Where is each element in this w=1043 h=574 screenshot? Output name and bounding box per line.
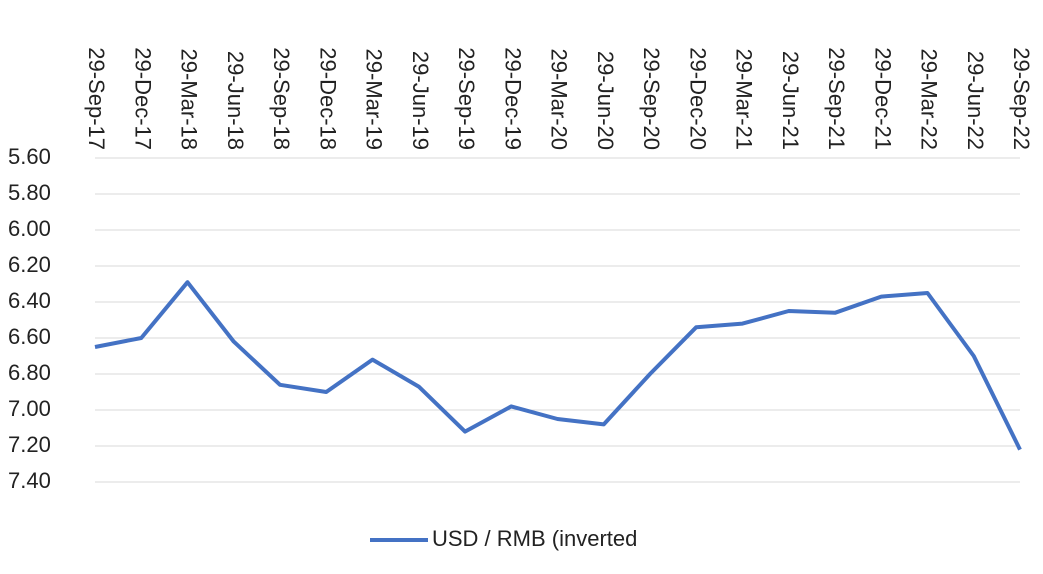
x-tick-label: 29-Sep-18 [269,47,294,150]
x-tick-label: 29-Sep-21 [824,47,849,150]
x-tick-label: 29-Jun-20 [593,51,618,150]
x-tick-label: 29-Mar-21 [732,49,757,150]
x-tick-label: 29-Jun-19 [408,51,433,150]
x-tick-label: 29-Sep-19 [454,47,479,150]
x-tick-label: 29-Dec-21 [870,47,895,150]
x-tick-label: 29-Mar-19 [362,49,387,150]
y-tick-label: 5.60 [8,144,51,169]
y-tick-label: 5.80 [8,180,51,205]
x-tick-label: 29-Mar-22 [917,49,942,150]
y-tick-label: 6.00 [8,216,51,241]
y-tick-label: 6.20 [8,252,51,277]
y-tick-label: 7.20 [8,432,51,457]
x-tick-label: 29-Sep-17 [84,47,109,150]
x-tick-label: 29-Dec-19 [500,47,525,150]
x-tick-label: 29-Jun-22 [963,51,988,150]
y-tick-label: 7.00 [8,396,51,421]
y-tick-label: 6.60 [8,324,51,349]
x-tick-label: 29-Sep-20 [639,47,664,150]
y-tick-label: 6.40 [8,288,51,313]
y-tick-label: 6.80 [8,360,51,385]
x-tick-label: 29-Jun-21 [778,51,803,150]
x-tick-label: 29-Dec-20 [685,47,710,150]
x-tick-label: 29-Mar-20 [547,49,572,150]
x-tick-label: 29-Mar-18 [177,49,202,150]
x-tick-label: 29-Dec-18 [315,47,340,150]
x-tick-label: 29-Jun-18 [223,51,248,150]
y-tick-label: 7.40 [8,468,51,493]
legend-label: USD / RMB (inverted [432,526,637,551]
data-line [94,280,1022,451]
x-tick-label: 29-Dec-17 [130,47,155,150]
x-tick-label: 29-Sep-22 [1009,47,1034,150]
